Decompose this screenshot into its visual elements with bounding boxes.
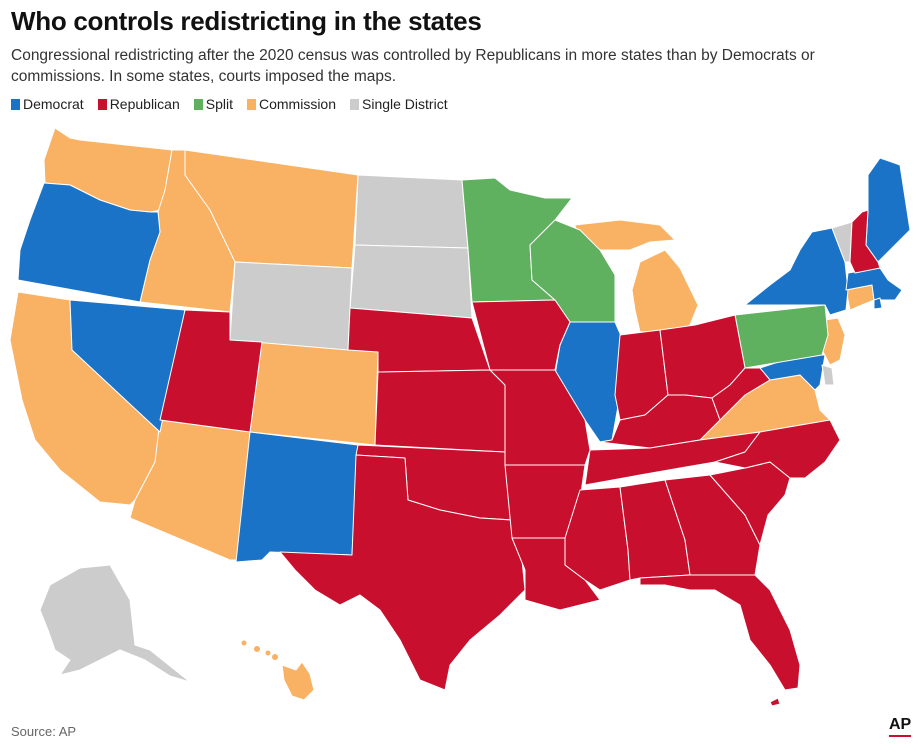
legend-item-republican: Republican bbox=[97, 96, 180, 112]
state-ri[interactable] bbox=[873, 297, 883, 310]
state-or[interactable] bbox=[17, 182, 161, 303]
state-ny[interactable] bbox=[744, 227, 849, 316]
chart-title: Who controls redistricting in the states bbox=[11, 6, 482, 36]
legend-label-republican: Republican bbox=[109, 96, 180, 112]
chart-subtitle: Congressional redistricting after the 20… bbox=[11, 47, 815, 85]
legend-item-democrat: Democrat bbox=[11, 96, 84, 112]
republican-states bbox=[159, 209, 881, 707]
ap-logo: AP bbox=[889, 716, 912, 737]
legend-label-democrat: Democrat bbox=[23, 96, 84, 112]
state-fl[interactable] bbox=[639, 574, 801, 691]
democrat-states bbox=[17, 157, 911, 563]
single-district-states bbox=[39, 174, 853, 683]
legend-item-commission: Commission bbox=[246, 96, 336, 112]
commission-states bbox=[9, 127, 875, 701]
state-me[interactable] bbox=[865, 157, 911, 263]
state-wv[interactable] bbox=[711, 367, 771, 421]
state-sd[interactable] bbox=[349, 244, 473, 319]
legend-swatch-commission bbox=[246, 98, 256, 110]
state-nd[interactable] bbox=[354, 174, 469, 249]
state-hi[interactable] bbox=[241, 640, 315, 701]
legend-item-split: Split bbox=[193, 96, 233, 112]
state-ma[interactable] bbox=[845, 267, 903, 301]
state-ak[interactable] bbox=[39, 564, 191, 683]
legend-swatch-split bbox=[193, 98, 203, 110]
legend-swatch-democrat bbox=[11, 98, 20, 110]
source-note: Source: AP bbox=[11, 724, 77, 739]
state-co[interactable] bbox=[249, 341, 379, 446]
state-fl-keys bbox=[769, 697, 781, 707]
state-nv[interactable] bbox=[69, 299, 186, 433]
state-wi[interactable] bbox=[529, 219, 616, 323]
legend: Democrat Republican Split Commission Sin… bbox=[11, 96, 448, 112]
state-ks[interactable] bbox=[374, 369, 506, 453]
legend-swatch-republican bbox=[97, 98, 107, 110]
state-wy[interactable] bbox=[229, 261, 353, 351]
state-de[interactable] bbox=[821, 364, 835, 386]
state-nc[interactable] bbox=[714, 419, 841, 479]
state-ut[interactable] bbox=[159, 309, 263, 433]
legend-label-single-district: Single District bbox=[362, 96, 448, 112]
legend-label-commission: Commission bbox=[258, 96, 336, 112]
state-nh[interactable] bbox=[849, 209, 881, 274]
us-map bbox=[9, 127, 911, 707]
state-tx[interactable] bbox=[279, 454, 526, 691]
legend-item-single-district: Single District bbox=[350, 96, 448, 112]
legend-label-split: Split bbox=[205, 96, 233, 112]
legend-swatch-single-district bbox=[350, 98, 359, 110]
state-nm[interactable] bbox=[235, 431, 359, 563]
split-states bbox=[461, 177, 829, 369]
